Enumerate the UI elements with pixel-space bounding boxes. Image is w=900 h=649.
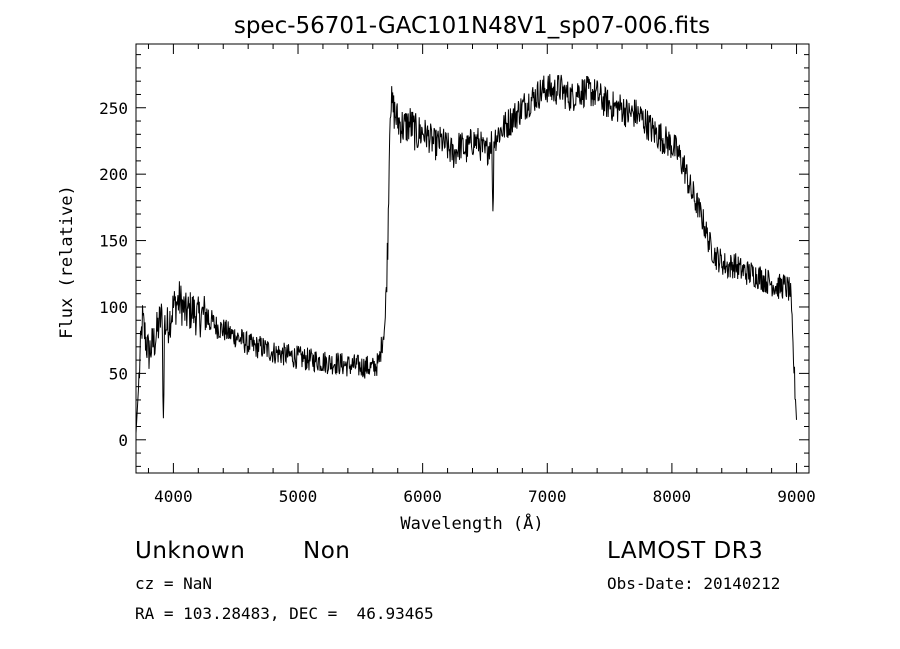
x-tick-label: 6000 [403,487,442,506]
class-label: Unknown [135,538,246,564]
x-tick-label: 9000 [777,487,816,506]
y-axis-label: Flux (relative) [57,185,77,339]
y-tick-label: 100 [99,298,128,317]
y-tick-label: 150 [99,232,128,251]
tick-labels: 4000 5000 6000 7000 8000 9000 0 50 100 150 200 250 [99,99,816,506]
spectrum-line [135,74,797,434]
y-tick-label: 250 [99,99,128,118]
x-tick-label: 5000 [279,487,318,506]
plot-frame [135,43,810,474]
x-tick-label: 4000 [154,487,193,506]
coordinates-text: RA = 103.28483, DEC = 46.93465 [135,604,434,623]
chart-title: spec-56701-GAC101N48V1_sp07-006.fits [234,13,710,39]
x-axis-label: Wavelength (Å) [400,512,543,534]
subclass-label: Non [303,538,351,564]
obs-date-text: Obs-Date: 20140212 [607,574,781,593]
y-tick-label: 0 [118,431,128,450]
y-tick-label: 200 [99,165,128,184]
x-tick-label: 8000 [653,487,692,506]
axis-ticks [136,44,809,473]
redshift-text: cz = NaN [135,574,213,593]
survey-label: LAMOST DR3 [607,538,764,564]
x-tick-label: 7000 [528,487,567,506]
y-tick-label: 50 [109,364,128,383]
